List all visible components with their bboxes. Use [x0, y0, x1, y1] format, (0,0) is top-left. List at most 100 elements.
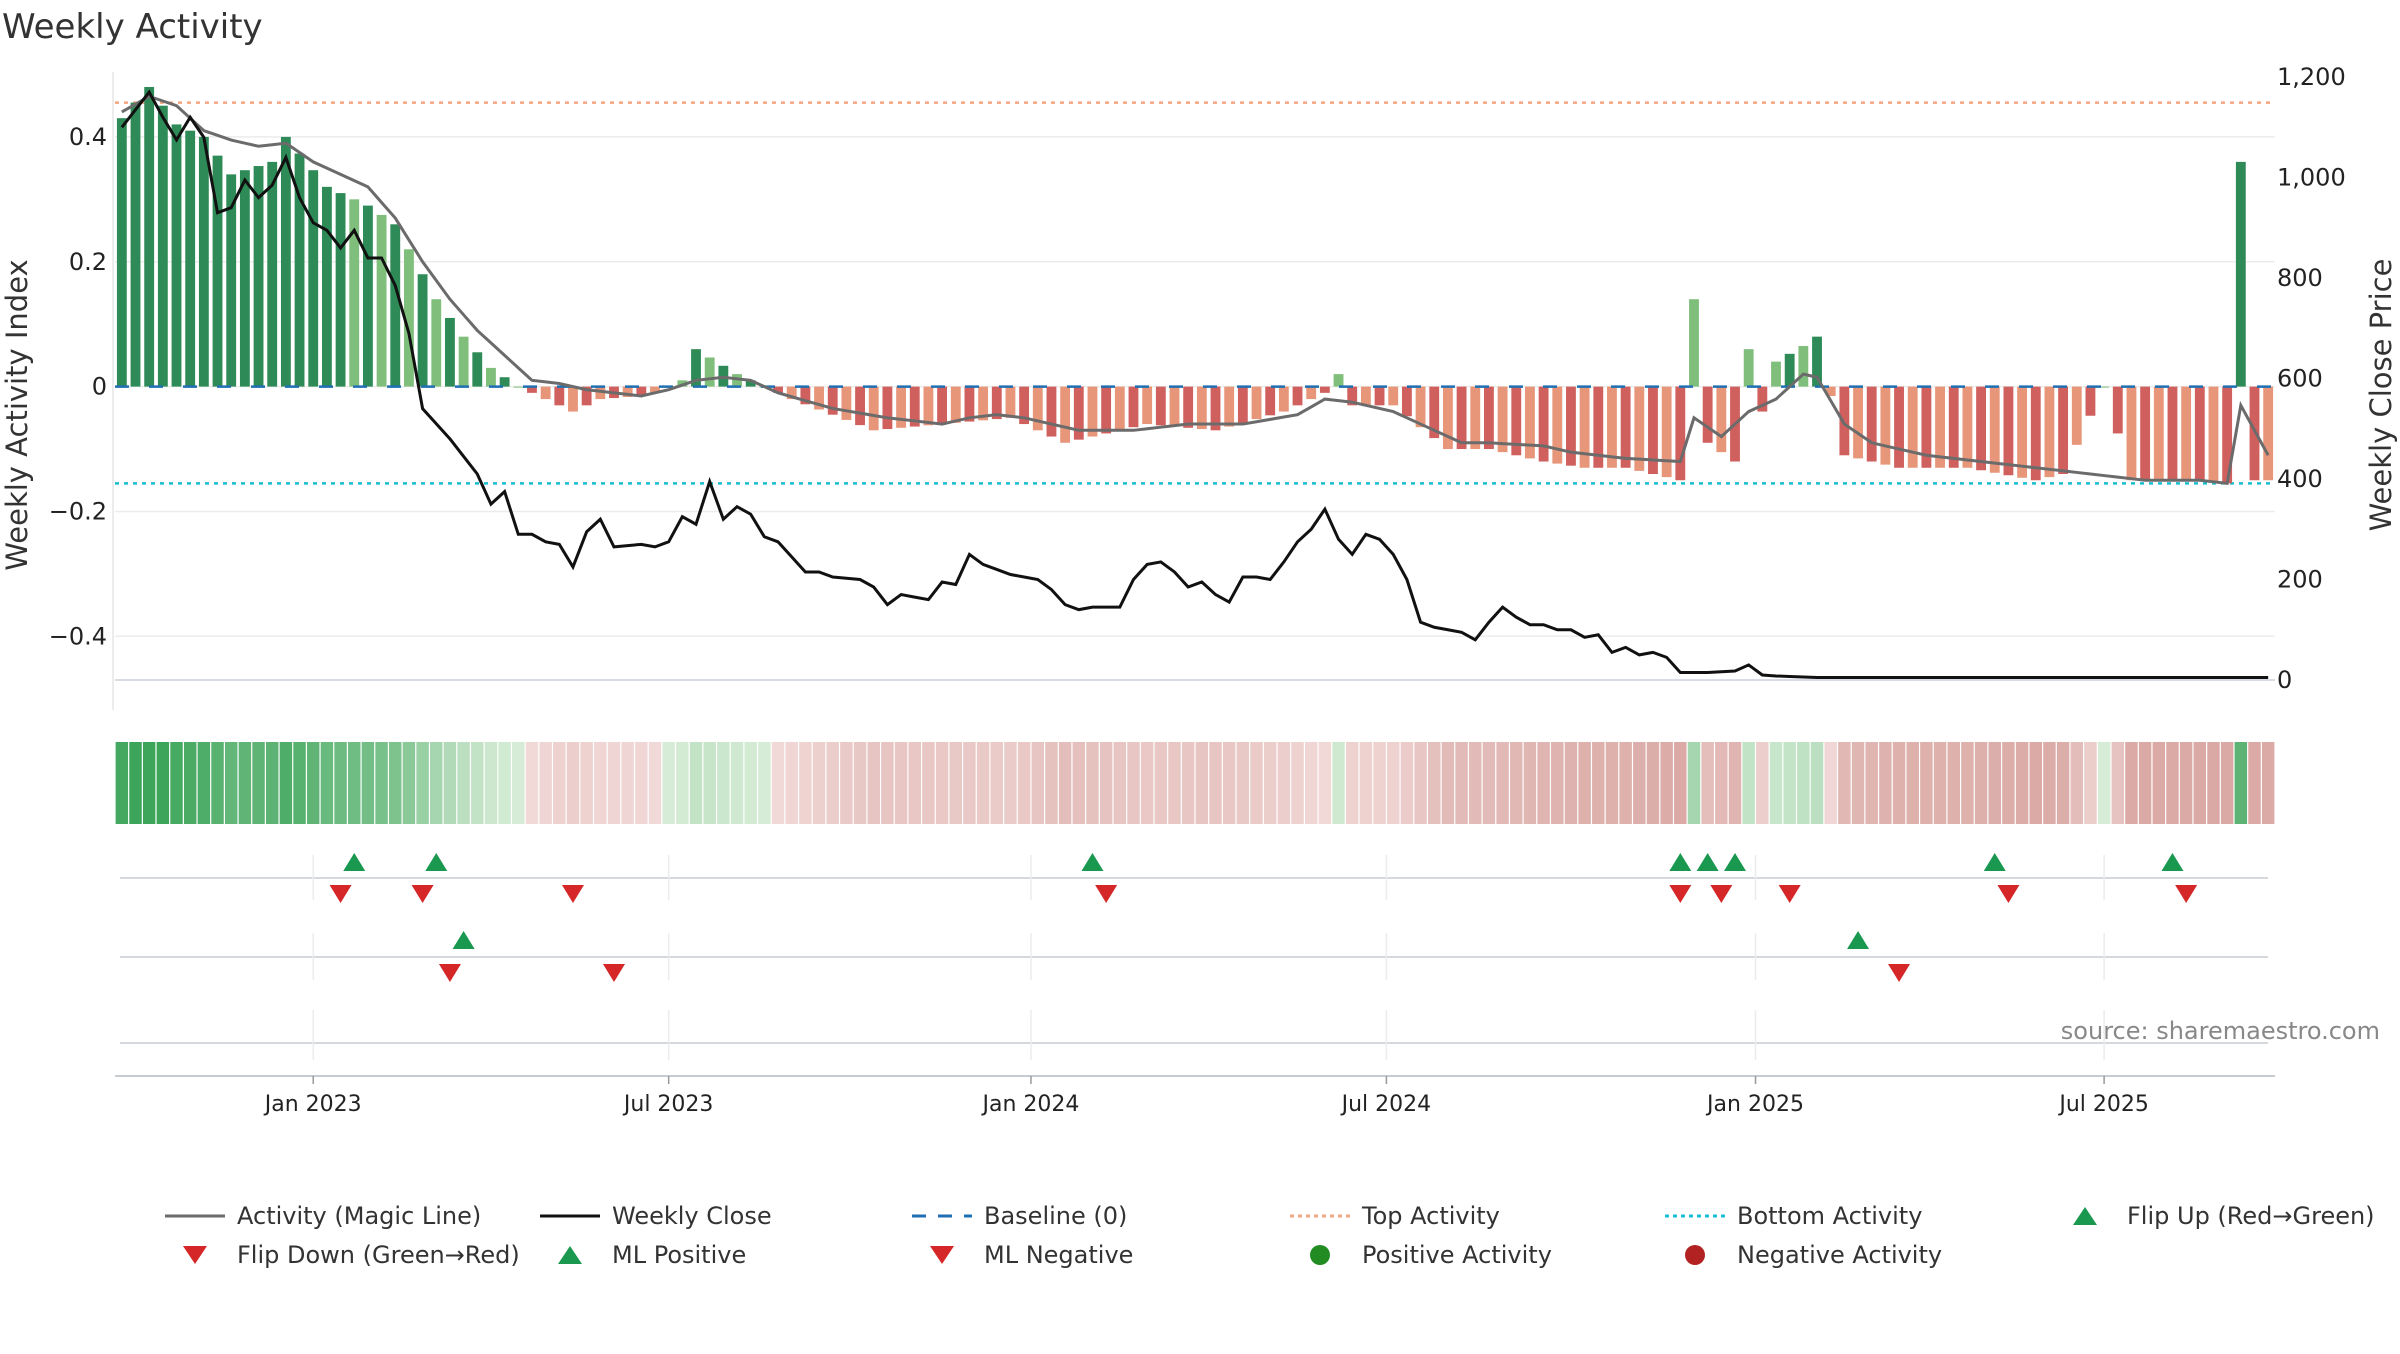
heat-cell: [1715, 742, 1728, 824]
activity-heat-strip: [115, 742, 2275, 824]
heat-cell: [361, 742, 375, 824]
activity-bar: [1907, 386, 1918, 468]
heat-cell: [840, 742, 853, 824]
heat-cell: [279, 742, 293, 824]
legend-swatch: [1310, 1245, 1330, 1265]
activity-bar: [1648, 386, 1658, 474]
activity-bar: [1046, 386, 1057, 437]
heat-cell: [635, 742, 648, 824]
activity-bar: [212, 155, 223, 387]
heat-cell: [512, 742, 525, 824]
heat-cell: [1592, 742, 1605, 824]
legend-label: Top Activity: [1361, 1202, 1500, 1230]
activity-bar: [2071, 386, 2082, 445]
activity-bar: [1087, 386, 1098, 437]
x-tick-label: Jan 2024: [980, 1092, 1079, 1117]
activity-bar: [978, 386, 989, 421]
y-axis-label: Weekly Activity Index: [0, 259, 34, 570]
y2-tick-label: 1,000: [2277, 164, 2346, 192]
flip-down-marker: [2175, 885, 2198, 903]
activity-bar: [1060, 386, 1071, 443]
heat-cell: [252, 742, 265, 824]
heat-cell: [1537, 742, 1550, 824]
activity-bar: [1675, 386, 1686, 481]
flip-down-marker: [1710, 885, 1733, 903]
heat-cell: [2125, 742, 2138, 824]
source-note: source: sharemaestro.com: [2061, 1017, 2380, 1045]
heat-cell: [2234, 742, 2248, 824]
activity-bar: [855, 386, 865, 426]
activity-bar: [1347, 386, 1358, 406]
heat-cell: [1974, 742, 1988, 824]
heat-cell: [1140, 742, 1154, 824]
heat-cell: [1099, 742, 1113, 824]
heat-cell: [1154, 742, 1168, 824]
heat-cell: [1824, 742, 1837, 824]
activity-bar: [2194, 386, 2205, 481]
heat-cell: [2056, 742, 2070, 824]
y2-tick-label: 400: [2277, 465, 2323, 493]
ml-positive-marker: [1847, 931, 1870, 949]
heat-cell: [2015, 742, 2029, 824]
activity-bar: [1757, 386, 1768, 412]
heat-cell: [1469, 742, 1482, 824]
x-tick-label: Jan 2023: [263, 1092, 362, 1117]
activity-bar: [1319, 386, 1330, 393]
legend-label: Flip Up (Red→Green): [2127, 1202, 2375, 1230]
legend-label: Positive Activity: [1362, 1241, 1552, 1269]
activity-bar: [1538, 386, 1549, 462]
heat-cell: [1496, 742, 1509, 824]
signal-markers: [120, 853, 2268, 1060]
activity-bar: [882, 386, 893, 430]
heat-cell: [1674, 742, 1687, 824]
heat-cell: [1345, 742, 1359, 824]
activity-bar: [1429, 386, 1440, 439]
activity-bar: [2003, 386, 2014, 476]
x-tick-label: Jan 2025: [1705, 1092, 1804, 1117]
heat-cell: [197, 742, 211, 824]
activity-bar: [445, 317, 455, 387]
activity-bar: [2222, 386, 2233, 484]
legend-label: Negative Activity: [1737, 1241, 1942, 1269]
activity-bar: [991, 386, 1002, 420]
activity-bar: [1634, 386, 1645, 471]
activity-bar: [1484, 386, 1494, 450]
heat-cell: [676, 742, 689, 824]
activity-bar: [1306, 386, 1317, 400]
heat-cell: [1195, 742, 1209, 824]
activity-bar: [157, 105, 168, 387]
heat-cell: [170, 742, 183, 824]
heat-cell: [703, 742, 716, 824]
heat-cell: [1947, 742, 1960, 824]
activity-bar: [1702, 386, 1713, 443]
flip-down-marker: [411, 885, 434, 903]
activity-bar: [1989, 386, 2000, 473]
flip-up-marker: [425, 853, 448, 871]
activity-bar: [595, 386, 606, 400]
heat-cell: [293, 742, 306, 824]
heat-cell: [306, 742, 320, 824]
activity-bar: [2112, 386, 2123, 434]
activity-bar: [786, 386, 797, 400]
heat-cell: [1838, 742, 1851, 824]
heat-cell: [1605, 742, 1619, 824]
y-axis-left: −0.4 −0.2 0 0.2 0.4: [49, 123, 107, 650]
heat-cell: [402, 742, 416, 824]
activity-bar: [2044, 386, 2055, 478]
ml-positive-marker: [452, 931, 475, 949]
activity-bar: [226, 174, 237, 387]
heat-cell: [265, 742, 279, 824]
legend-swatch: [1685, 1245, 1705, 1265]
flip-up-marker: [2161, 853, 2184, 871]
heat-cell: [1181, 742, 1195, 824]
heat-cell: [1892, 742, 1906, 824]
heat-cell: [1687, 742, 1701, 824]
activity-bar: [1155, 386, 1166, 426]
activity-bar: [1388, 386, 1399, 406]
heat-cell: [1523, 742, 1537, 824]
activity-bar: [2153, 386, 2164, 481]
heat-cell: [1318, 742, 1332, 824]
activity-bar: [1169, 386, 1180, 427]
